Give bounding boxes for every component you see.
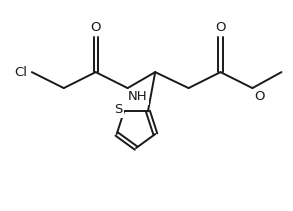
Text: O: O: [254, 90, 264, 103]
Text: Cl: Cl: [15, 66, 28, 79]
Text: O: O: [215, 21, 226, 34]
Text: NH: NH: [128, 90, 148, 103]
Text: S: S: [114, 103, 122, 116]
Text: O: O: [91, 21, 101, 34]
